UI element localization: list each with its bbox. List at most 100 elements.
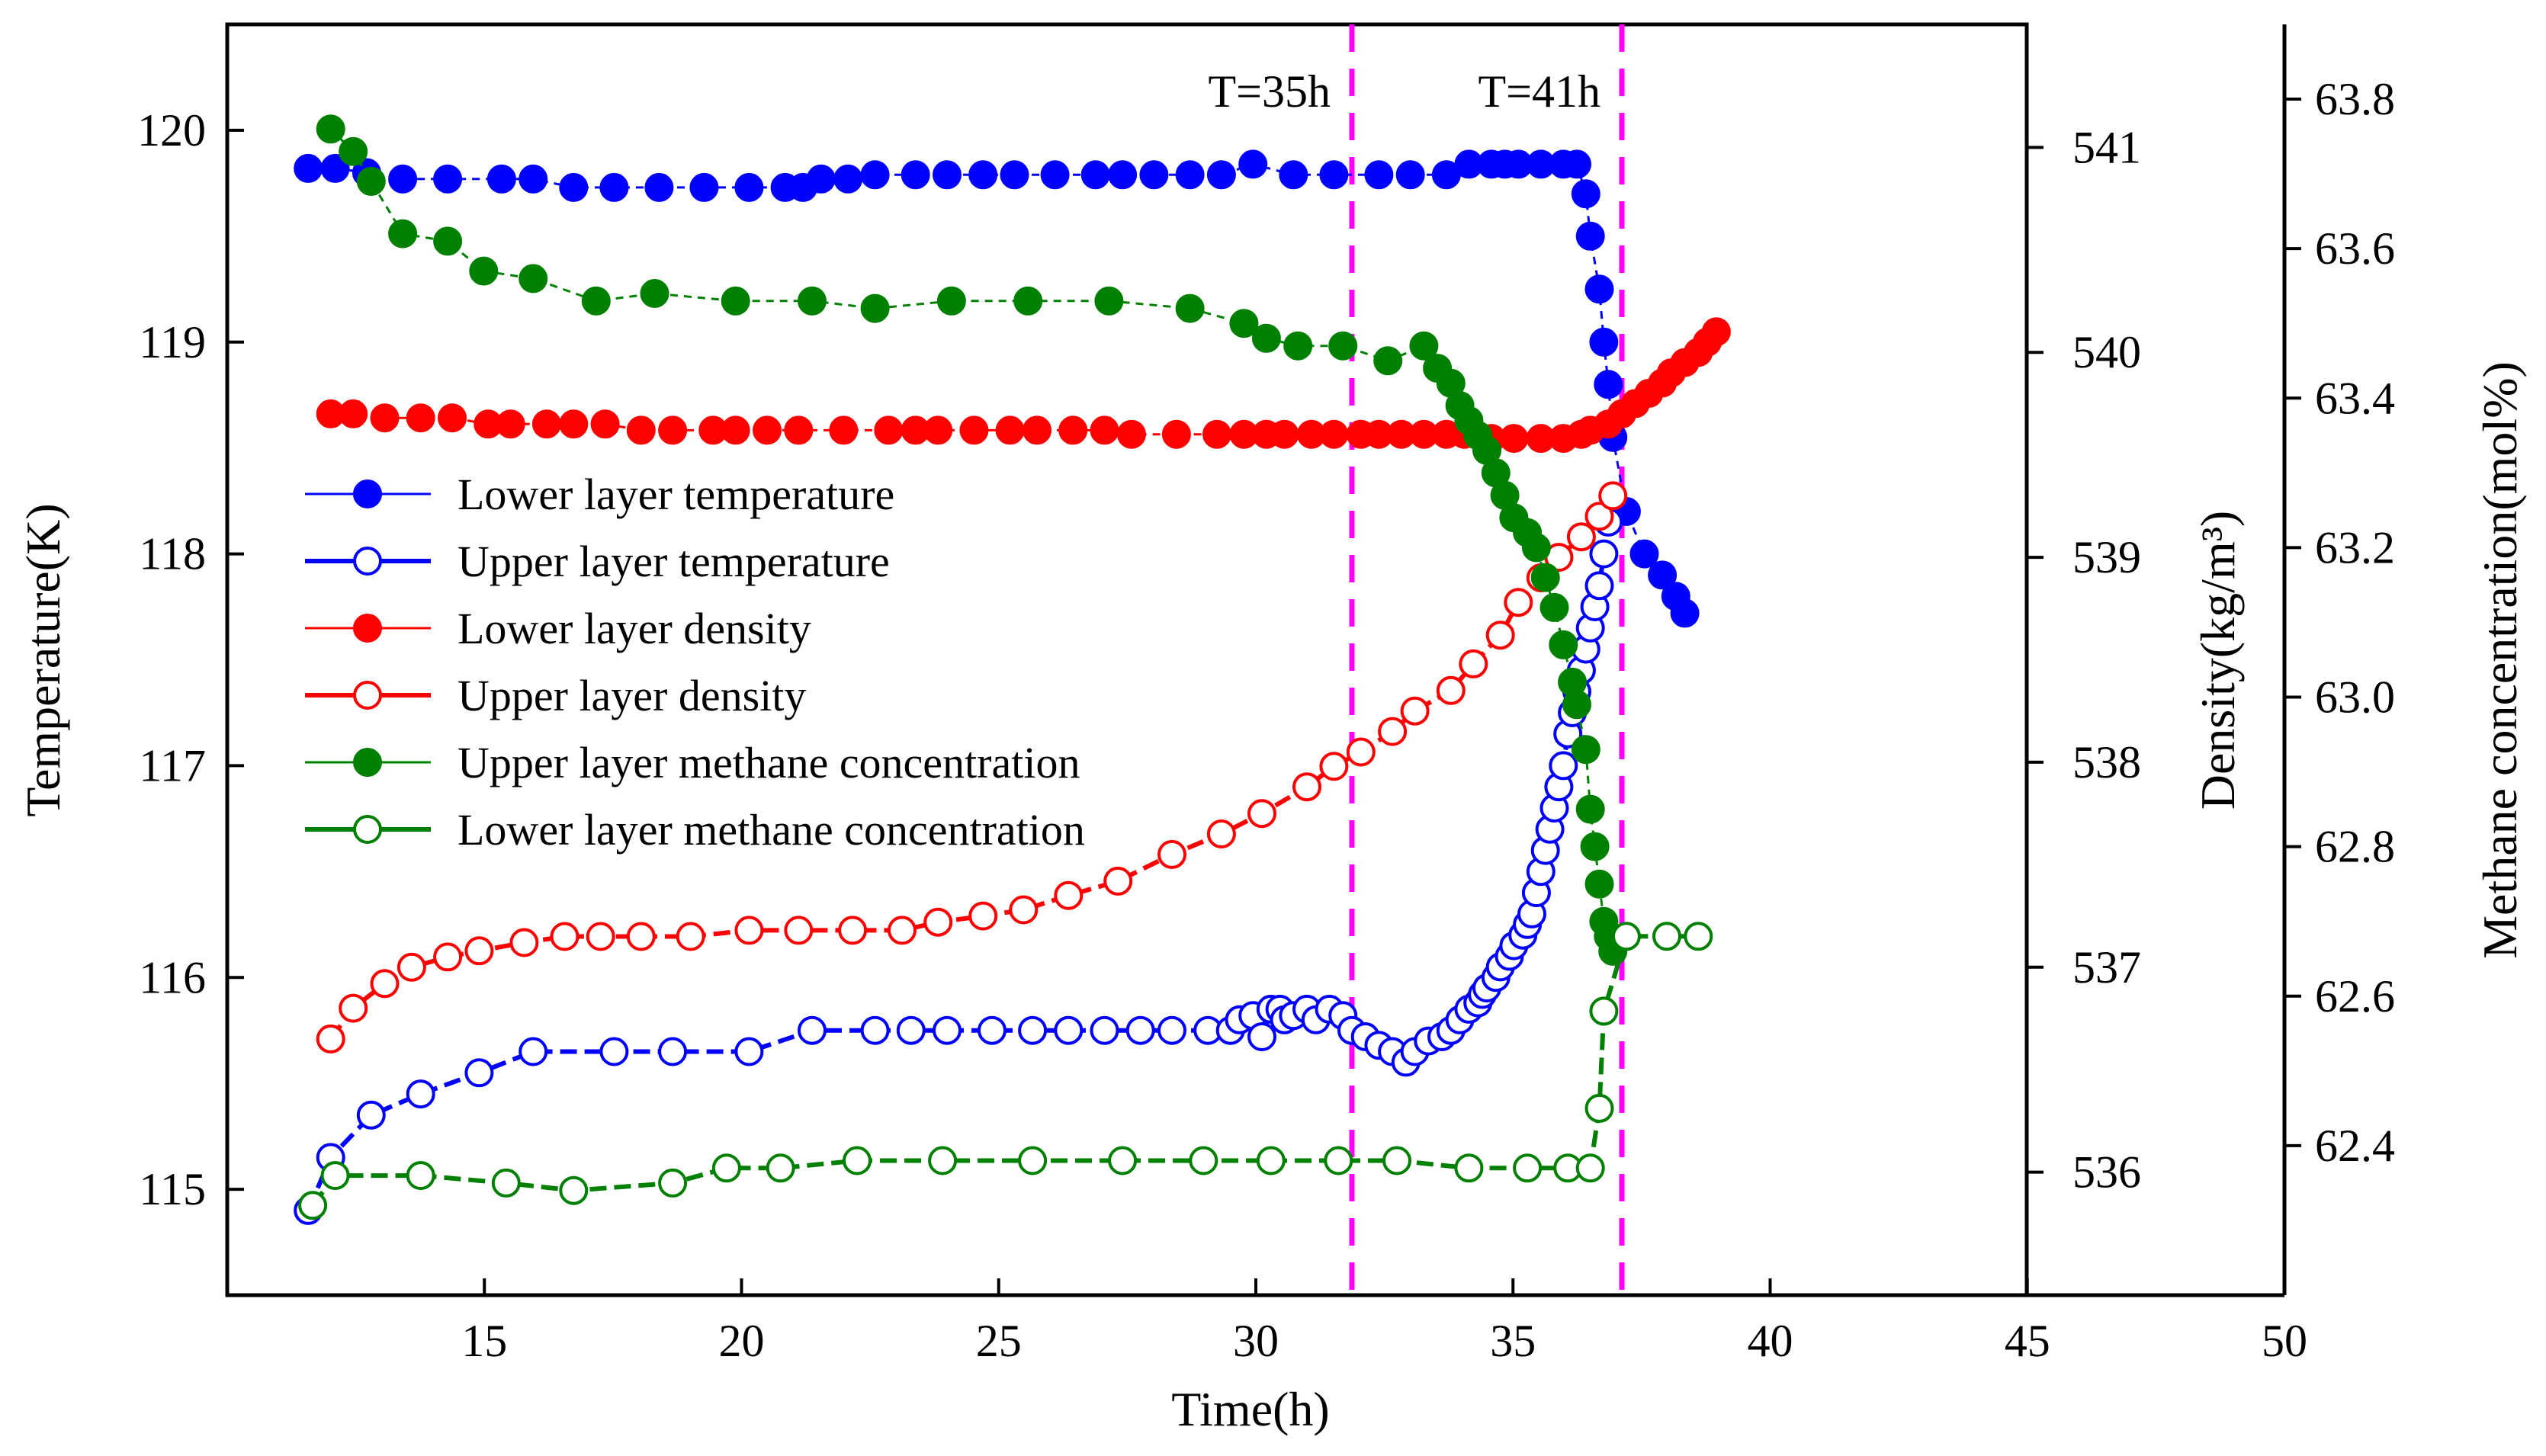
data-point (1575, 1153, 1605, 1183)
legend: Lower layer temperature Upper layer tempe… (305, 470, 1085, 855)
methane-tick-label: 62.4 (2315, 1121, 2395, 1171)
data-point (509, 928, 539, 957)
data-point (1175, 160, 1205, 190)
data-point (978, 1015, 1007, 1045)
data-point (658, 1168, 688, 1198)
data-point (1229, 309, 1259, 338)
data-point (316, 1024, 345, 1054)
data-point (1256, 1146, 1286, 1175)
data-point (1499, 424, 1529, 454)
legend-label: Upper layer density (458, 671, 806, 720)
series-upper-layer-temperature (294, 507, 1623, 1225)
data-point (843, 1146, 872, 1175)
methane-tick-label: 63.2 (2315, 522, 2395, 572)
legend-label: Upper layer temperature (458, 537, 890, 586)
data-point (1116, 419, 1146, 449)
data-point (1324, 1146, 1353, 1175)
data-point (968, 160, 998, 190)
data-point (433, 164, 463, 194)
data-point (901, 160, 930, 190)
data-point (519, 264, 548, 293)
data-point (1584, 869, 1614, 899)
data-point (1364, 160, 1394, 190)
legend-label: Lower layer temperature (458, 470, 894, 519)
data-point (838, 916, 868, 945)
legend-item: Lower layer temperature (305, 470, 894, 519)
data-point (784, 916, 814, 945)
x-axis-title: Time(h) (1171, 1382, 1329, 1436)
legend-marker (353, 748, 382, 777)
data-point (1103, 866, 1133, 896)
data-point (294, 153, 323, 183)
legend-marker (353, 614, 382, 643)
data-point (1454, 1153, 1484, 1183)
temperature-axis-title: Temperature(K) (16, 503, 70, 816)
legend-item: Upper layer density (305, 671, 806, 720)
data-point (1202, 419, 1231, 449)
data-point (1584, 502, 1614, 531)
legend-item: Lower layer density (305, 604, 811, 653)
data-point (1206, 819, 1236, 848)
data-point (1382, 1146, 1411, 1175)
series-group: T=35h T=41h (294, 24, 1731, 1295)
data-point (959, 415, 989, 445)
data-point (1157, 1015, 1186, 1045)
data-point (1292, 772, 1321, 802)
data-point (676, 922, 705, 951)
data-point (753, 415, 782, 445)
data-point (559, 409, 589, 439)
annotation-label: T=35h (1209, 66, 1331, 117)
plot-frame (225, 22, 2029, 1297)
data-point (1504, 588, 1533, 617)
density-tick-label: 537 (2072, 942, 2141, 993)
data-point (829, 415, 859, 445)
methane-tick-label: 63.8 (2315, 74, 2395, 124)
data-point (833, 164, 863, 194)
data-point (1701, 317, 1731, 347)
data-point (1549, 751, 1578, 781)
data-point (1513, 1153, 1543, 1183)
axes-group: 15 20 25 30 35 40 45 50 Time(h) 115 116 117 118 119 12… (16, 24, 2527, 1436)
x-tick-label: 40 (1748, 1316, 1793, 1366)
data-point (531, 409, 561, 439)
data-point (1594, 370, 1623, 399)
data-point (1571, 735, 1600, 765)
data-point (486, 164, 516, 194)
data-point (1648, 560, 1678, 590)
data-point (433, 226, 463, 256)
data-point (1562, 690, 1591, 720)
data-point (519, 164, 548, 194)
series-lower-layer-density (316, 317, 1731, 454)
data-point (1549, 630, 1578, 659)
data-point (586, 922, 615, 951)
data-point (1395, 160, 1425, 190)
data-point (689, 172, 719, 202)
series-lower-layer-methane-concentration (298, 922, 1713, 1220)
data-point (1684, 922, 1713, 951)
data-point (928, 1146, 958, 1175)
data-point (1139, 160, 1169, 190)
data-point (1575, 221, 1605, 251)
data-point (1009, 895, 1039, 925)
data-point (438, 403, 467, 433)
data-point (1319, 160, 1349, 190)
data-point (1018, 1146, 1048, 1175)
data-point (1629, 539, 1659, 569)
x-tick-label: 50 (2262, 1316, 2307, 1366)
x-tick-label: 15 (461, 1316, 507, 1366)
data-point (1270, 419, 1299, 449)
data-point (1571, 179, 1600, 209)
data-point (1247, 799, 1276, 829)
density-tick-label: 540 (2072, 327, 2141, 377)
data-point (968, 901, 998, 931)
data-point (1054, 1015, 1084, 1045)
data-point (644, 172, 674, 202)
methane-tick-label: 63.0 (2315, 672, 2395, 723)
density-tick-label: 536 (2072, 1147, 2141, 1198)
data-point (581, 286, 611, 316)
data-point (496, 409, 525, 439)
data-point (798, 286, 827, 316)
data-point (1175, 293, 1205, 323)
data-point (1090, 415, 1119, 445)
